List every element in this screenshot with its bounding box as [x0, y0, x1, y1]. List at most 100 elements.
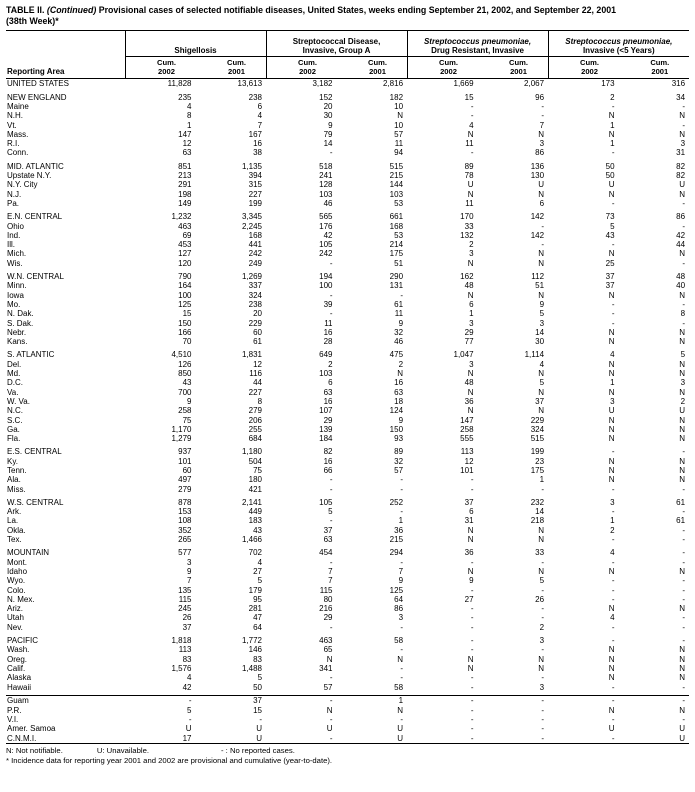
value-cell: 1,269 — [241, 272, 263, 282]
value-cell: N — [608, 705, 615, 715]
value-cell: 126 — [178, 359, 192, 369]
area-cell: S. Dak. — [7, 318, 34, 328]
area-cell: Hawaii — [7, 682, 32, 692]
value-cell: 53 — [394, 230, 404, 240]
table-row: Amer. Samoa U U U U - - U U — [6, 724, 689, 733]
table-row: Md. 850 116 103 N N N N N — [6, 369, 689, 378]
value-cell: 3 — [469, 359, 474, 369]
value-cell: - — [477, 733, 549, 744]
value-cell: 394 — [248, 171, 263, 181]
value-cell: 77 — [464, 337, 474, 347]
column-group-label-line: Invasive, Group A — [302, 45, 371, 55]
value-cell: 132 — [460, 230, 474, 240]
table-row: Wyo. 7 5 7 9 9 5 - - — [6, 576, 689, 585]
value-cell: 421 — [248, 484, 263, 494]
value-cell: 48 — [676, 272, 686, 282]
value-cell: U — [326, 724, 333, 734]
value-cell: 290 — [389, 272, 404, 282]
value-cell: N — [538, 129, 545, 139]
value-cell: 127 — [178, 249, 192, 259]
value-cell: 5 — [328, 507, 333, 517]
value-cell: 661 — [389, 212, 404, 222]
value-cell: 20 — [253, 309, 263, 319]
value-cell: 5 — [257, 673, 263, 683]
value-cell: - — [611, 636, 615, 646]
value-cell: 316 — [671, 79, 686, 89]
value-cell: N — [608, 654, 615, 664]
table-row: Maine 4 6 20 10 - - - - — [6, 102, 689, 111]
value-cell: 14 — [535, 327, 545, 337]
value-cell: 64 — [394, 594, 404, 604]
value-cell: - — [329, 557, 333, 567]
value-cell: N — [467, 525, 474, 535]
table-row: Tex. 265 1,466 63 215 N N - - — [6, 535, 689, 544]
value-cell: - — [470, 645, 474, 655]
table-row: N.J. 198 227 103 103 N N N N — [6, 190, 689, 199]
value-cell: 9 — [398, 576, 404, 586]
value-cell: N — [397, 111, 404, 121]
value-cell: N — [608, 424, 615, 434]
value-cell: 4 — [187, 102, 192, 111]
area-cell: Oreg. — [7, 654, 28, 664]
value-cell: - — [400, 645, 404, 655]
value-cell: - — [611, 622, 615, 632]
value-cell: 44 — [253, 378, 263, 388]
value-cell: - — [470, 622, 474, 632]
table-row: Nev. 37 64 - - - 2 - - — [6, 623, 689, 632]
value-cell: 61 — [253, 337, 263, 347]
value-cell: 46 — [394, 337, 404, 347]
value-cell: 1,831 — [241, 350, 263, 360]
value-cell: 198 — [178, 189, 192, 199]
cum-label: Cum. — [368, 57, 388, 67]
value-cell: 9 — [398, 318, 404, 328]
value-cell: 3 — [398, 613, 404, 623]
value-cell: 130 — [530, 171, 545, 181]
value-cell: - — [611, 585, 615, 595]
value-cell: - — [611, 484, 615, 494]
value-cell: 8 — [257, 396, 263, 406]
value-cell: 57 — [394, 129, 404, 139]
value-cell: 179 — [248, 585, 263, 595]
value-cell: N — [679, 387, 686, 397]
value-cell: - — [541, 705, 545, 715]
value-cell: 12 — [253, 359, 263, 369]
table-row: Calif. 1,576 1,488 341 - N N N N — [6, 664, 689, 673]
value-cell: 515 — [389, 161, 404, 171]
value-cell: 113 — [178, 645, 192, 655]
area-cell: Ill. — [7, 240, 15, 250]
area-cell: Amer. Samoa — [7, 724, 56, 734]
value-cell: N — [679, 337, 686, 347]
value-cell: 42 — [676, 230, 686, 240]
value-cell: 63 — [182, 148, 192, 158]
value-cell: 184 — [319, 434, 333, 444]
value-cell: 37 — [464, 497, 474, 507]
table-row: Mass. 147 167 79 57 N N N N — [6, 130, 689, 139]
area-cell: R.I. — [7, 139, 20, 149]
value-cell: N — [608, 337, 615, 347]
value-cell: - — [329, 696, 333, 706]
value-cell: 7 — [398, 566, 404, 576]
value-cell: 150 — [389, 424, 404, 434]
value-cell: 100 — [178, 290, 192, 300]
cum-year-header: Cum. 2001 — [618, 56, 690, 80]
value-cell: 42 — [323, 230, 333, 240]
value-cell: U — [608, 724, 615, 734]
value-cell: 504 — [248, 456, 263, 466]
value-cell: 36 — [464, 548, 474, 558]
value-cell: 9 — [187, 396, 192, 406]
table-row: NEW ENGLAND 235 238 152 182 15 96 2 34 — [6, 93, 689, 102]
value-cell: N — [538, 189, 545, 199]
table-row: Vt. 1 7 9 10 4 7 1 - — [6, 121, 689, 130]
area-cell: Fla. — [7, 434, 21, 444]
value-cell: 78 — [464, 171, 474, 181]
value-cell: 144 — [389, 180, 404, 190]
table-row: Guam - 37 - 1 - - - - — [6, 696, 689, 706]
area-cell: Vt. — [7, 120, 17, 130]
area-cell: Ark. — [7, 507, 22, 517]
table-row: Minn. 164 337 100 131 48 51 37 40 — [6, 281, 689, 290]
value-cell: - — [541, 724, 545, 734]
column-group-header: Streptococcus pneumoniae, Invasive (<5 Ye… — [547, 29, 690, 57]
footnote-no-reported-cases: - : No reported cases. — [220, 745, 295, 755]
area-cell: Calif. — [7, 663, 26, 673]
value-cell: - — [470, 148, 474, 158]
